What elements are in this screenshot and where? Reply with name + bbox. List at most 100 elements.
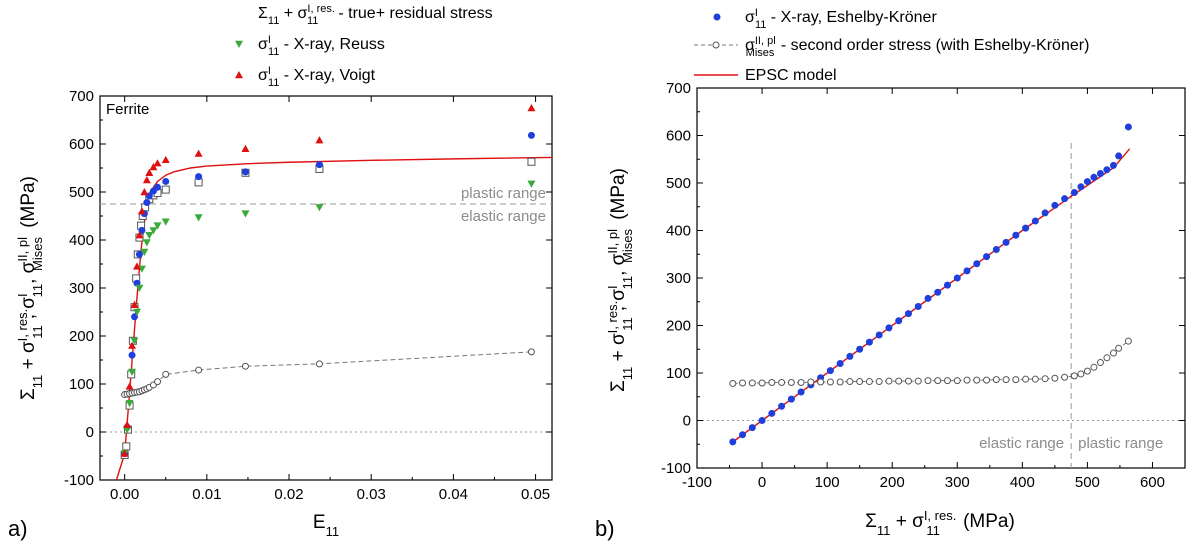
y-tick-label: -100: [64, 472, 94, 489]
y-tick-label: 600: [666, 128, 691, 145]
x-axis-title: E11: [313, 512, 339, 539]
data-point: [992, 376, 1000, 384]
data-point: [914, 303, 922, 310]
x-tick-label: 100: [815, 474, 840, 491]
data-point: [807, 378, 815, 386]
data-point: [924, 377, 932, 385]
data-point: [729, 438, 737, 446]
data-point: [983, 376, 991, 384]
data-point: [125, 382, 134, 390]
data-point: [315, 360, 323, 368]
y-tick-label: 0: [86, 424, 94, 441]
data-point: [885, 324, 893, 332]
data-point: [1096, 359, 1104, 367]
x-tick-label: 0: [758, 474, 766, 491]
elastic-range-label: elastic range: [979, 435, 1064, 452]
data-point: [128, 368, 137, 376]
x-tick-label: 600: [1140, 474, 1165, 491]
data-point: [768, 379, 776, 386]
y-tick-label: 400: [666, 223, 691, 240]
data-point: [123, 426, 132, 434]
data-point: [162, 370, 170, 378]
data-point: [953, 377, 961, 385]
data-point: [149, 163, 158, 171]
data-point: [904, 377, 912, 385]
legend-entry-label: σII, pl Mises - second order stress (with…: [745, 35, 1089, 59]
data-point: [768, 409, 776, 417]
data-point: [195, 366, 203, 374]
y-tick-label: -100: [661, 460, 691, 477]
legend: Σ11 + σI, res. 11- true+ residual stress σ…: [235, 3, 493, 89]
data-point: [914, 377, 922, 385]
series-connector-line: [732, 340, 1129, 384]
legend-entry-label: σI 11 - X-ray, Eshelby-Kröner: [745, 7, 937, 31]
data-point: [1109, 161, 1117, 169]
panel-label: a): [8, 516, 28, 541]
data-point: [1070, 372, 1078, 380]
data-point: [1103, 354, 1111, 362]
y-tick-label: 100: [69, 376, 94, 393]
data-point: [934, 377, 942, 385]
data-point: [934, 288, 942, 296]
data-point: [315, 161, 323, 169]
data-point: [130, 337, 139, 345]
data-point: [973, 376, 981, 384]
data-point: [1124, 123, 1132, 131]
data-point: [241, 144, 250, 152]
legend-entry-label: σI 11 - X-ray, Reuss: [258, 34, 385, 58]
panel-annotation: Ferrite: [106, 101, 149, 118]
data-point: [142, 239, 151, 247]
x-tick-label: 300: [945, 474, 970, 491]
data-point: [527, 157, 536, 166]
x-tick-label: 0.03: [357, 486, 386, 503]
data-point: [122, 442, 131, 451]
x-tick-label: 400: [1010, 474, 1035, 491]
data-point: [836, 360, 844, 367]
data-point: [846, 352, 854, 360]
data-point: [1077, 183, 1085, 191]
data-point: [778, 402, 786, 410]
data-point: [153, 222, 162, 230]
y-tick-label: 700: [69, 88, 94, 105]
x-tick-label: 0.04: [439, 486, 468, 503]
data-point: [137, 207, 146, 215]
data-point: [1070, 189, 1078, 196]
data-point: [1083, 178, 1091, 186]
x-tick-label: 0.00: [110, 486, 139, 503]
series-connector-line: [124, 351, 532, 396]
data-point: [729, 379, 737, 387]
data-point: [973, 260, 981, 268]
data-point: [1031, 217, 1039, 225]
data-point: [128, 341, 137, 349]
data-point: [135, 231, 144, 239]
data-point: [137, 265, 146, 273]
legend-entry-label: σI 11 - X-ray, Voigt: [258, 65, 376, 89]
legend-entry-label: Σ11 + σI, res. 11- true+ residual stress: [258, 3, 493, 27]
y-tick-label: 500: [666, 175, 691, 192]
data-point: [797, 379, 805, 386]
data-point: [120, 449, 129, 457]
data-point: [1051, 201, 1059, 209]
data-point: [154, 183, 162, 191]
data-point: [787, 395, 795, 403]
data-point: [1022, 375, 1030, 383]
data-point: [527, 348, 535, 356]
data-point: [162, 177, 170, 185]
data-point: [778, 379, 786, 386]
data-point: [194, 214, 203, 222]
data-point: [1041, 209, 1049, 217]
data-point: [1090, 363, 1098, 371]
data-point: [125, 400, 134, 408]
data-point: [241, 362, 249, 370]
legend-marker: [713, 13, 721, 21]
x-axis-title: Σ11 + σI, res. 11 (MPa): [865, 508, 1015, 538]
data-point: [1061, 373, 1069, 381]
data-point: [130, 300, 139, 308]
y-tick-label: 700: [666, 80, 691, 97]
data-point: [846, 378, 854, 386]
data-point: [140, 248, 149, 256]
y-tick-label: 200: [666, 318, 691, 335]
data-point: [132, 308, 141, 316]
data-point: [1031, 375, 1039, 383]
